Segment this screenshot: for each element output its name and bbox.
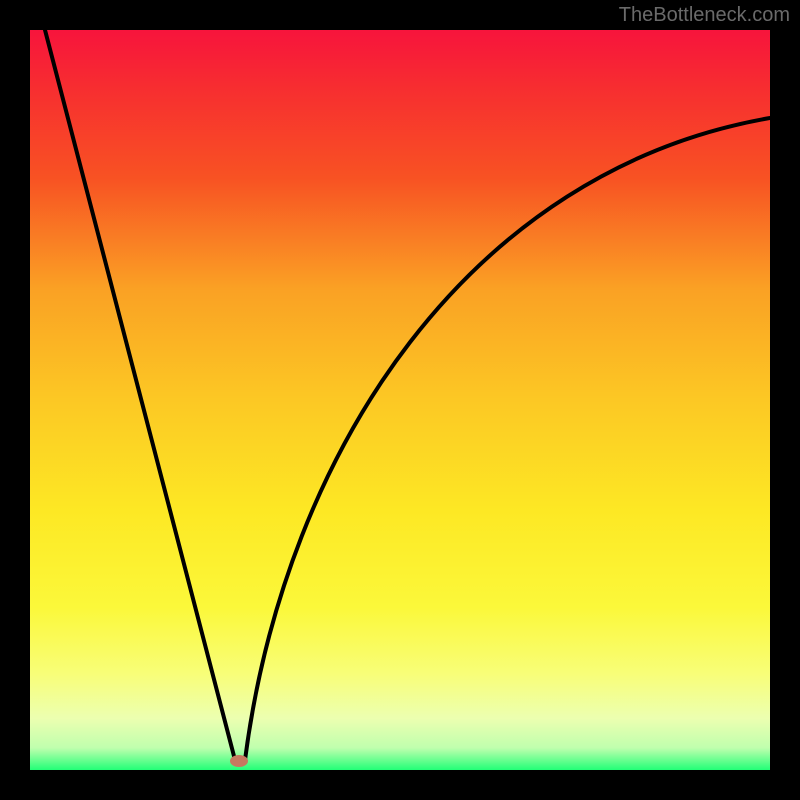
plot-area	[30, 30, 770, 770]
curve-left-branch	[45, 30, 235, 760]
attribution-text: TheBottleneck.com	[619, 4, 790, 27]
curve-svg	[30, 30, 770, 770]
minimum-marker	[230, 755, 248, 767]
chart-container: TheBottleneck.com	[0, 0, 800, 800]
curve-right-branch	[245, 118, 770, 760]
